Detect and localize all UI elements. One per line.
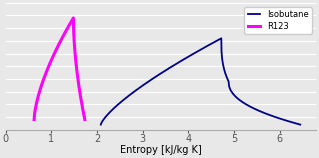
Legend: Isobutane, R123: Isobutane, R123 [244, 7, 312, 34]
X-axis label: Entropy [kJ/kg K]: Entropy [kJ/kg K] [120, 145, 202, 155]
